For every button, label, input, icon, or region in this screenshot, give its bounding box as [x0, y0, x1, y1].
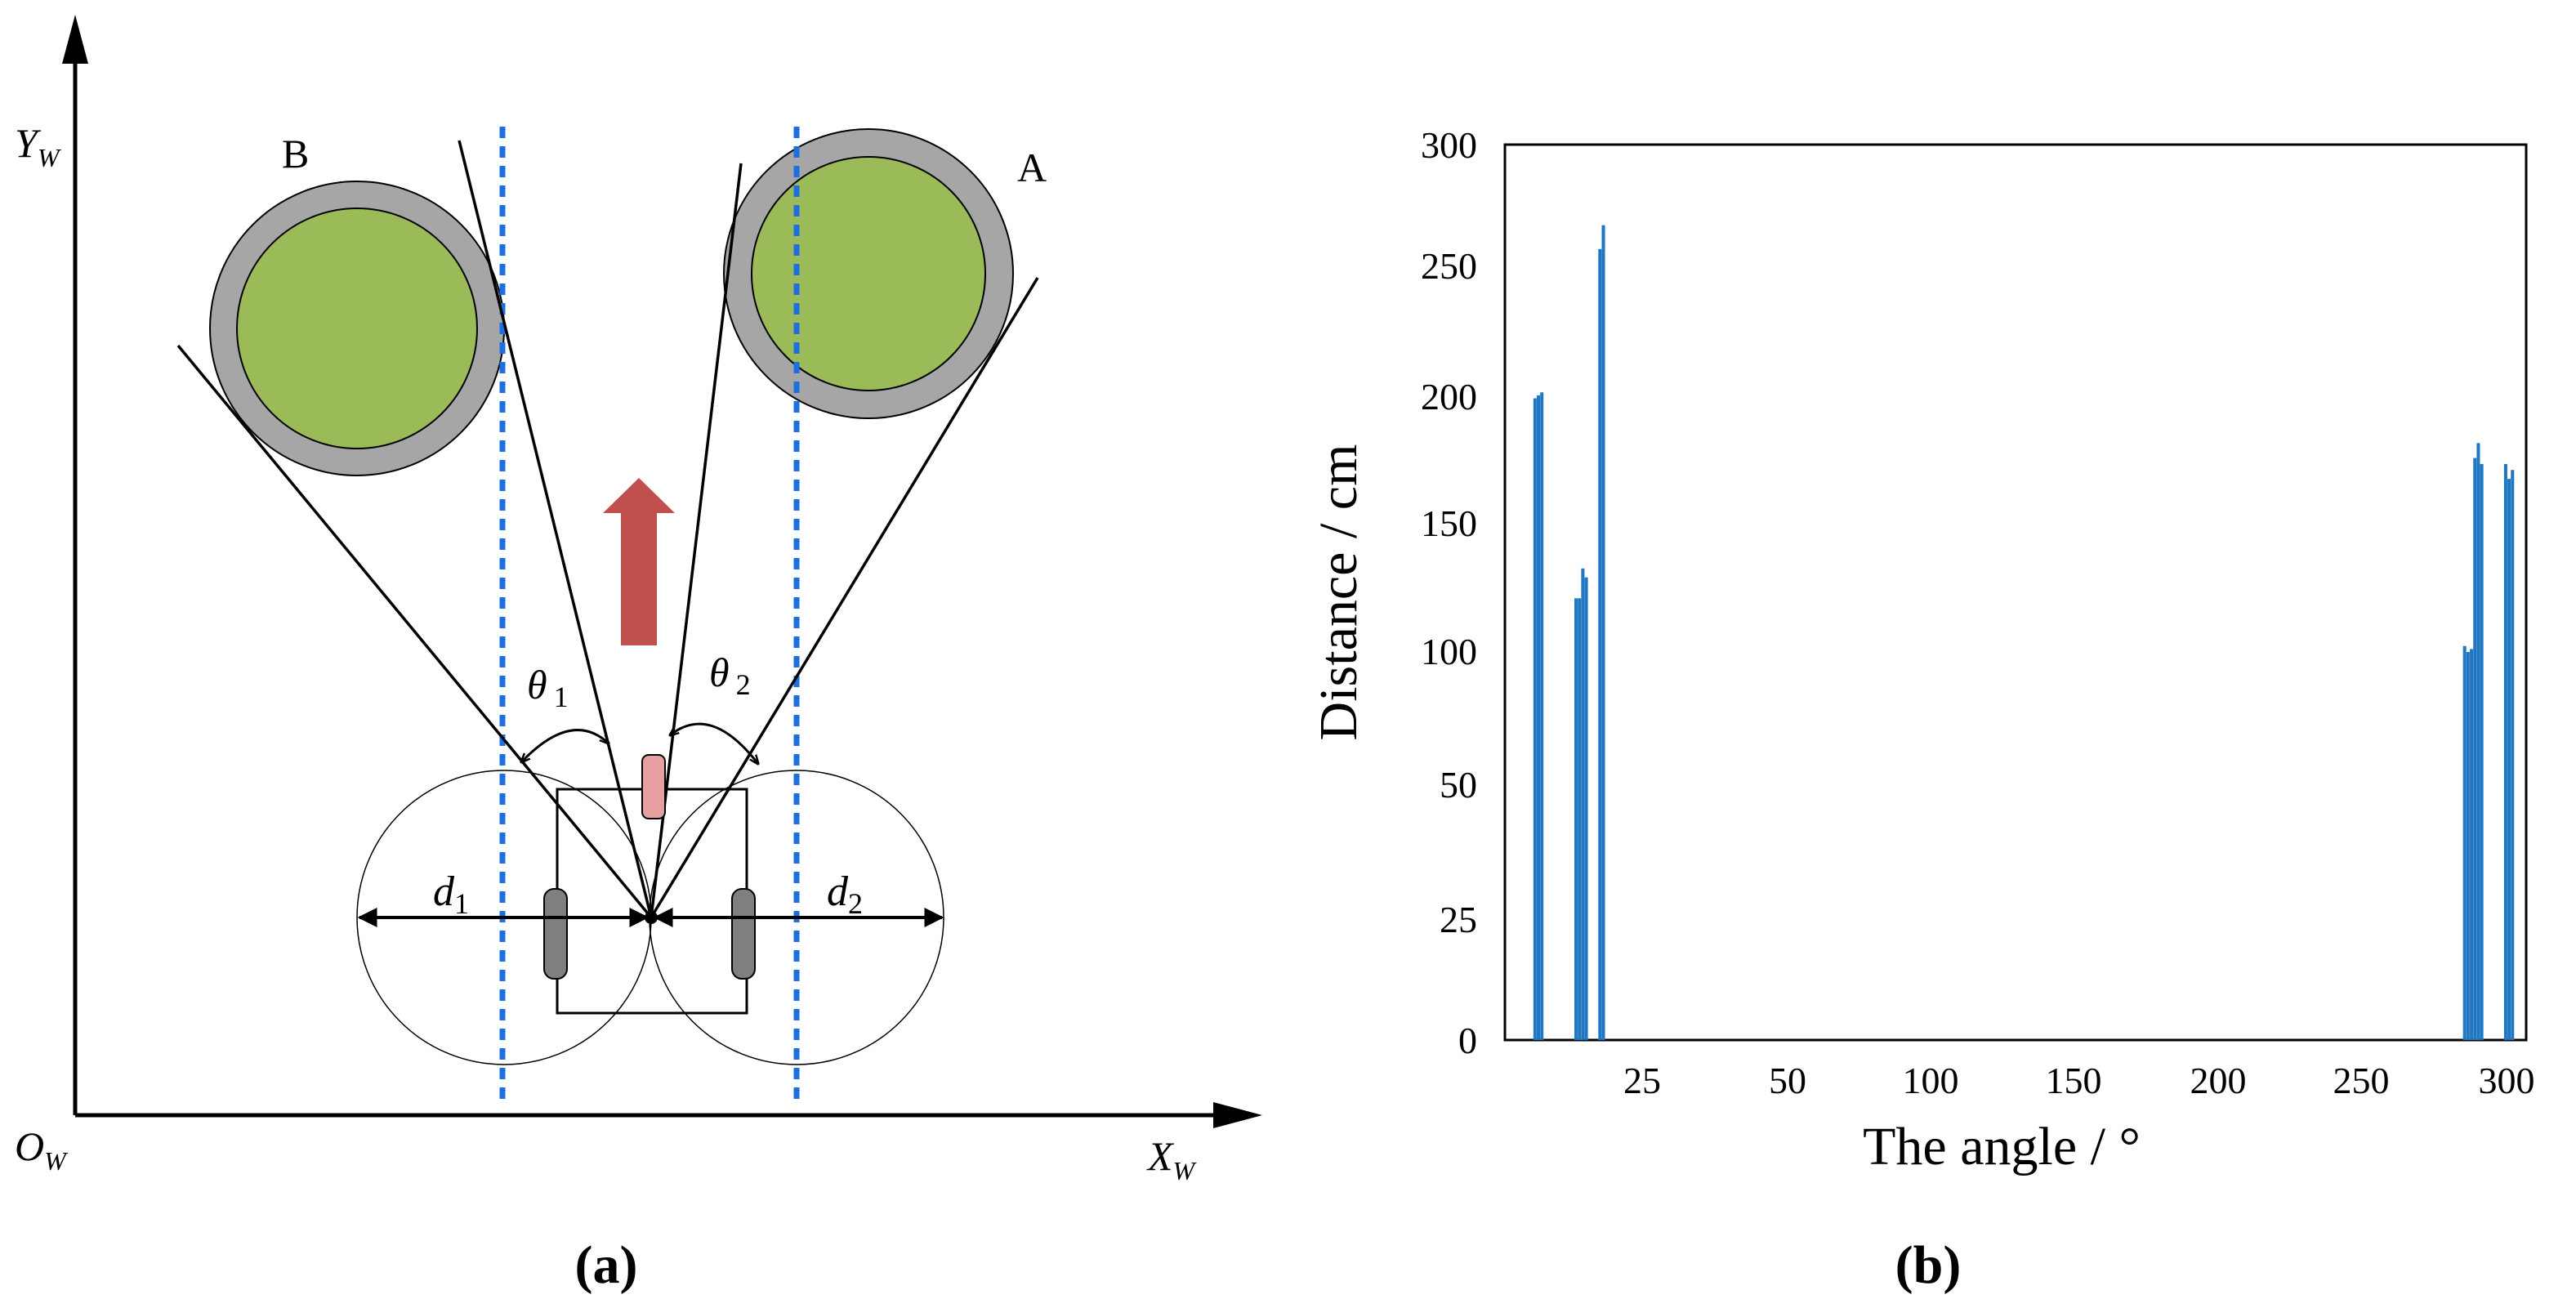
- bar-17: [2511, 470, 2515, 1040]
- x-axis-label: XW: [1146, 1133, 1198, 1185]
- obstacle-b: [209, 181, 505, 476]
- bar-7: [1598, 248, 1602, 1040]
- bar-3: [1574, 598, 1578, 1040]
- y-tick-25: 25: [1440, 899, 1477, 940]
- y-axis-arrow-icon: [62, 15, 88, 64]
- y-tick-200: 200: [1421, 376, 1477, 417]
- d1-label: d1: [433, 868, 469, 920]
- x-axis-arrow-icon: [1213, 1102, 1262, 1128]
- bar-10: [2466, 652, 2470, 1040]
- bars-group: [1533, 225, 2515, 1040]
- bar-1: [1537, 395, 1541, 1040]
- x-tick-250: 250: [2333, 1060, 2390, 1101]
- origin-label: OW: [15, 1123, 69, 1176]
- chart-x-axis-label: The angle / °: [1863, 1117, 2141, 1176]
- bar-15: [2503, 463, 2507, 1040]
- bar-8: [1601, 225, 1605, 1040]
- bar-0: [1533, 398, 1537, 1040]
- obstacle-a-label: A: [1017, 145, 1047, 190]
- robot-sensor: [641, 754, 666, 819]
- tangent-line-a-inner: [650, 163, 743, 918]
- y-tick-0: 0: [1458, 1020, 1477, 1061]
- y-tick-150: 150: [1421, 502, 1477, 544]
- obstacle-b-label: B: [282, 131, 309, 176]
- y-axis-label: YW: [15, 120, 62, 172]
- bar-13: [2476, 443, 2480, 1040]
- left-wheel: [543, 888, 568, 980]
- caption-a: (a): [575, 1235, 638, 1295]
- tangent-line-a-outer: [650, 277, 1039, 918]
- tangent-line-b-outer: [176, 344, 653, 919]
- caption-b: (b): [1895, 1235, 1962, 1295]
- bar-2: [1540, 392, 1544, 1040]
- theta1-arc: [521, 729, 609, 762]
- x-tick-100: 100: [1903, 1060, 1959, 1101]
- x-tick-labels: 25 50 100 150 200 250 300: [1623, 1060, 2535, 1101]
- bar-14: [2480, 463, 2484, 1040]
- bar-12: [2473, 458, 2477, 1040]
- y-tick-labels: 0 25 50 100 150 200 250 300: [1421, 124, 1477, 1061]
- bar-6: [1584, 577, 1588, 1040]
- bar-4: [1578, 598, 1582, 1040]
- chart-y-axis-label: Distance / cm: [1309, 444, 1368, 741]
- theta2-arc: [670, 722, 758, 764]
- x-tick-300: 300: [2479, 1060, 2535, 1101]
- x-tick-25: 25: [1623, 1060, 1661, 1101]
- obstacle-a: [723, 128, 1014, 419]
- x-tick-200: 200: [2190, 1060, 2247, 1101]
- x-tick-150: 150: [2046, 1060, 2102, 1101]
- right-wheel: [731, 888, 756, 980]
- y-tick-100: 100: [1421, 631, 1477, 672]
- panel-b-chart: 0 25 50 100 150 200 250 300 25 50 100 150 200 250 300…: [1309, 124, 2535, 1295]
- plot-frame: [1503, 143, 2528, 1042]
- y-tick-50: 50: [1440, 764, 1477, 806]
- bar-11: [2470, 649, 2474, 1040]
- bar-9: [2462, 645, 2467, 1040]
- y-tick-250: 250: [1421, 245, 1477, 287]
- y-tick-300: 300: [1421, 124, 1477, 166]
- x-tick-50: 50: [1769, 1060, 1806, 1101]
- bar-5: [1581, 568, 1585, 1040]
- d2-label: d2: [827, 868, 863, 920]
- bar-16: [2507, 479, 2511, 1040]
- direction-arrow-icon: [603, 478, 675, 645]
